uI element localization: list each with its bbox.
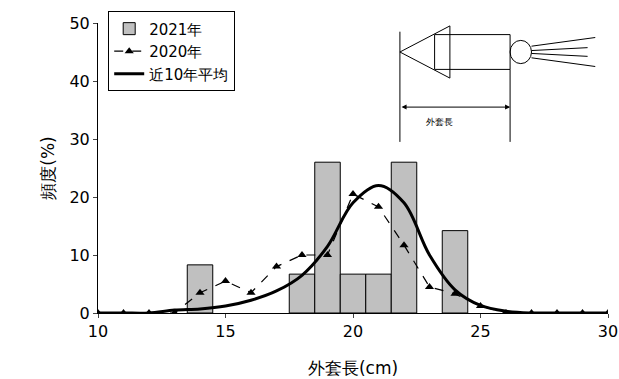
svg-text:0: 0 [80, 304, 90, 323]
svg-text:20: 20 [343, 322, 363, 341]
svg-text:外套長: 外套長 [426, 117, 453, 127]
svg-text:2021年: 2021年 [149, 21, 202, 39]
svg-text:頻度(%): 頻度(%) [38, 136, 58, 199]
svg-text:10: 10 [69, 246, 89, 265]
svg-text:15: 15 [215, 322, 235, 341]
svg-text:30: 30 [598, 322, 618, 341]
svg-text:2020年: 2020年 [149, 43, 202, 61]
svg-text:近10年平均: 近10年平均 [149, 66, 228, 84]
svg-text:10: 10 [88, 322, 108, 341]
svg-text:25: 25 [470, 322, 490, 341]
svg-text:20: 20 [69, 188, 89, 207]
svg-text:外套長(cm): 外套長(cm) [308, 358, 398, 378]
svg-text:50: 50 [69, 14, 89, 33]
svg-text:40: 40 [69, 72, 89, 91]
svg-text:30: 30 [69, 130, 89, 149]
